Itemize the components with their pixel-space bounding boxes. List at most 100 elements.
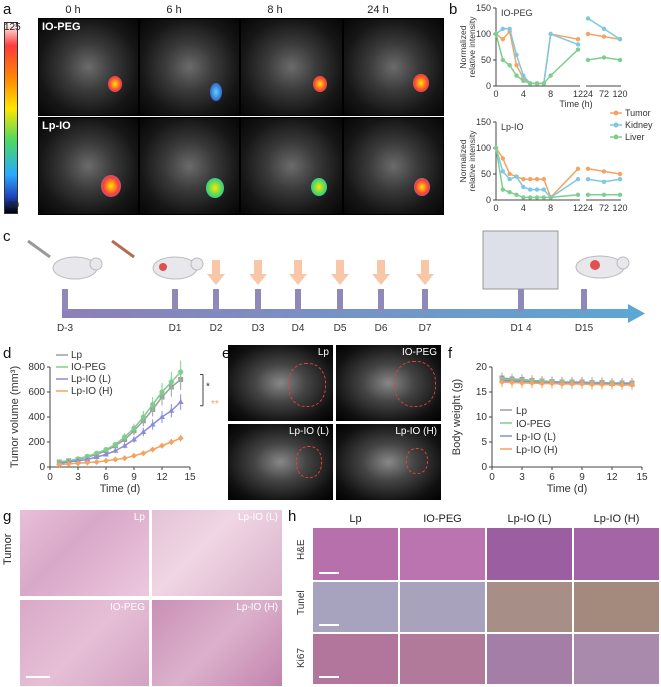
x-tick-label: 120 bbox=[612, 203, 627, 213]
data-point bbox=[499, 379, 505, 385]
data-point bbox=[601, 169, 607, 174]
y-tick-label: 50 bbox=[481, 55, 491, 65]
mri-iopeg-0h: IO-PEG bbox=[38, 18, 139, 116]
data-point bbox=[527, 81, 533, 86]
data-point bbox=[575, 47, 581, 52]
data-point bbox=[500, 37, 506, 42]
y-tick-label: 0 bbox=[39, 462, 45, 473]
y-axis-label: Normalized bbox=[458, 139, 468, 182]
ct-image-lp: Lp bbox=[228, 345, 333, 421]
x-tick-label: 3 bbox=[519, 472, 525, 483]
data-point bbox=[493, 31, 499, 37]
data-point bbox=[548, 73, 553, 78]
data-point bbox=[131, 425, 137, 431]
dose-arrow-head bbox=[249, 274, 267, 285]
data-point bbox=[575, 177, 581, 182]
x-tick-label: 9 bbox=[131, 472, 137, 483]
data-point bbox=[103, 446, 109, 453]
timepoint-0h: 0 h bbox=[65, 4, 81, 16]
x-tick-label: 12 bbox=[573, 89, 583, 99]
data-point bbox=[150, 401, 156, 408]
panel-c-timeline: D-3 D1 D2 D3 D4 D5 D6 D7 D1 4 D15 bbox=[27, 230, 645, 334]
x-tick-label: 8 bbox=[548, 89, 553, 99]
data-point bbox=[527, 195, 533, 200]
timeline-tick bbox=[422, 289, 428, 311]
y-axis-label: Body weight (g) bbox=[451, 379, 463, 455]
y-tick-label: 5 bbox=[481, 437, 487, 448]
data-point bbox=[541, 177, 547, 182]
x-tick-label: 0 bbox=[493, 89, 498, 99]
tumor-side-label: Tumor bbox=[2, 533, 14, 565]
data-point bbox=[617, 177, 623, 182]
ct-image-iopeg: IO-PEG bbox=[336, 345, 441, 421]
he-image-lp: Lp bbox=[20, 510, 149, 596]
data-point bbox=[84, 453, 90, 459]
he-label-lpio-l: Lp-IO (L) bbox=[237, 512, 278, 523]
dose-arrow-shaft bbox=[294, 260, 302, 274]
scale-bar bbox=[319, 572, 339, 574]
data-point bbox=[527, 177, 533, 182]
h-ki67-lpio-l bbox=[487, 634, 572, 684]
h-row-ki67: Ki67 bbox=[296, 647, 307, 668]
panel-label-e: e bbox=[222, 345, 231, 362]
data-point bbox=[500, 26, 506, 31]
x-tick-label: 24 bbox=[583, 89, 593, 99]
data-point bbox=[548, 195, 553, 200]
series-line-tumor bbox=[495, 147, 579, 199]
y-tick-label: 0 bbox=[486, 81, 491, 91]
data-point bbox=[56, 461, 63, 468]
x-tick-label: 72 bbox=[599, 89, 609, 99]
data-point bbox=[507, 26, 512, 31]
mri-iopeg-8h bbox=[240, 18, 343, 116]
y-tick-label: 800 bbox=[28, 362, 45, 373]
tumor-signal bbox=[311, 178, 327, 196]
data-point bbox=[178, 369, 184, 375]
dose-arrow-head bbox=[331, 274, 349, 285]
data-point bbox=[521, 73, 526, 78]
data-point bbox=[534, 81, 540, 86]
scale-bar bbox=[26, 676, 50, 678]
data-point bbox=[529, 380, 535, 386]
series-line-liver bbox=[495, 33, 579, 85]
y-tick-label: 100 bbox=[476, 143, 491, 153]
panel-label-c: c bbox=[3, 228, 11, 245]
h-he-lpio-l bbox=[487, 528, 572, 580]
data-point bbox=[589, 381, 595, 388]
panel-label-g: g bbox=[3, 508, 12, 525]
ct-label-lpio-l: Lp-IO (L) bbox=[288, 426, 329, 437]
x-axis-label: Time (h) bbox=[559, 99, 592, 109]
he-label-iopeg: IO-PEG bbox=[109, 602, 145, 613]
tumor-signal bbox=[108, 76, 122, 92]
timeline-tick bbox=[378, 289, 384, 311]
y-tick-label: 600 bbox=[28, 387, 45, 398]
data-point bbox=[93, 454, 100, 459]
data-point bbox=[112, 447, 119, 453]
x-tick-label: 8 bbox=[548, 203, 553, 213]
data-point bbox=[500, 187, 506, 192]
h-he-iopeg bbox=[400, 528, 485, 580]
data-point bbox=[575, 166, 581, 171]
dose-arrow-shaft bbox=[212, 260, 220, 274]
mouse-final bbox=[575, 255, 630, 279]
x-tick-label: 6 bbox=[549, 472, 555, 483]
y-axis-label: relative intensity bbox=[467, 16, 477, 78]
timeline-tick bbox=[518, 289, 524, 311]
data-point bbox=[140, 429, 147, 434]
data-point bbox=[159, 389, 165, 395]
ct-image-lpio-h: Lp-IO (H) bbox=[336, 424, 441, 500]
tumor-signal bbox=[414, 178, 430, 196]
scale-max-label: 125 bbox=[4, 22, 21, 33]
legend-marker bbox=[613, 110, 619, 116]
tumor-outline bbox=[288, 363, 326, 407]
data-point bbox=[539, 380, 545, 387]
legend-label-liver: Liver bbox=[625, 132, 645, 142]
data-point bbox=[103, 457, 109, 464]
h-col-lpio-h: Lp-IO (H) bbox=[593, 513, 640, 525]
data-point bbox=[601, 34, 607, 39]
timeline-tick bbox=[295, 289, 301, 311]
panel-f-chart: 0 5 10 15 20 0 3 6 9 12 15 Time (d) Body weight (g) L… bbox=[451, 362, 648, 495]
data-point bbox=[149, 421, 156, 427]
x-tick-label: 72 bbox=[599, 203, 609, 213]
panel-label-a: a bbox=[3, 1, 12, 18]
data-point bbox=[122, 434, 128, 440]
